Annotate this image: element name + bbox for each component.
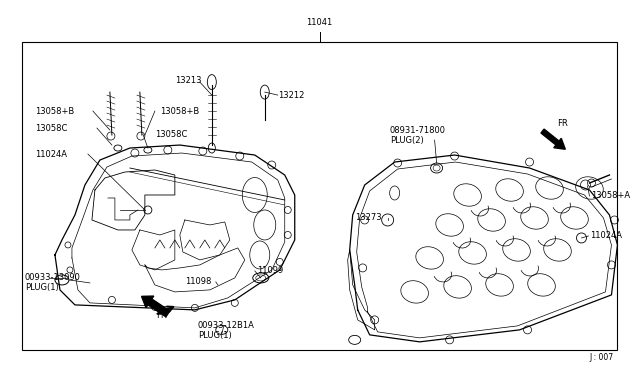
Text: 13213: 13213 (175, 76, 202, 84)
Text: 13273: 13273 (355, 214, 381, 222)
Bar (22, 42, 618, 350)
FancyArrow shape (541, 129, 565, 149)
Text: 00933-13090: 00933-13090 (25, 273, 81, 282)
Text: 11041: 11041 (307, 17, 333, 27)
Text: 11099: 11099 (257, 266, 283, 275)
Text: 11098: 11098 (185, 278, 211, 286)
Text: 11024A: 11024A (591, 231, 623, 240)
Text: 13212: 13212 (278, 90, 304, 100)
Text: 00933-12B1A: 00933-12B1A (198, 321, 255, 330)
Text: FR: FR (156, 311, 166, 320)
FancyArrow shape (141, 296, 170, 317)
Text: PLUG(2): PLUG(2) (390, 135, 424, 145)
Text: 13058C: 13058C (155, 129, 188, 138)
Text: J : 007: J : 007 (589, 353, 614, 362)
Text: 11024A: 11024A (35, 150, 67, 158)
Text: 13058+B: 13058+B (35, 106, 74, 116)
Text: PLUG(1): PLUG(1) (198, 331, 232, 340)
Text: 13058C: 13058C (35, 124, 67, 132)
Text: 08931-71800: 08931-71800 (390, 125, 445, 135)
Text: PLUG(1): PLUG(1) (25, 283, 59, 292)
Text: FR: FR (557, 119, 568, 128)
Text: 13058+A: 13058+A (591, 192, 630, 201)
Text: 13058+B: 13058+B (160, 106, 199, 116)
